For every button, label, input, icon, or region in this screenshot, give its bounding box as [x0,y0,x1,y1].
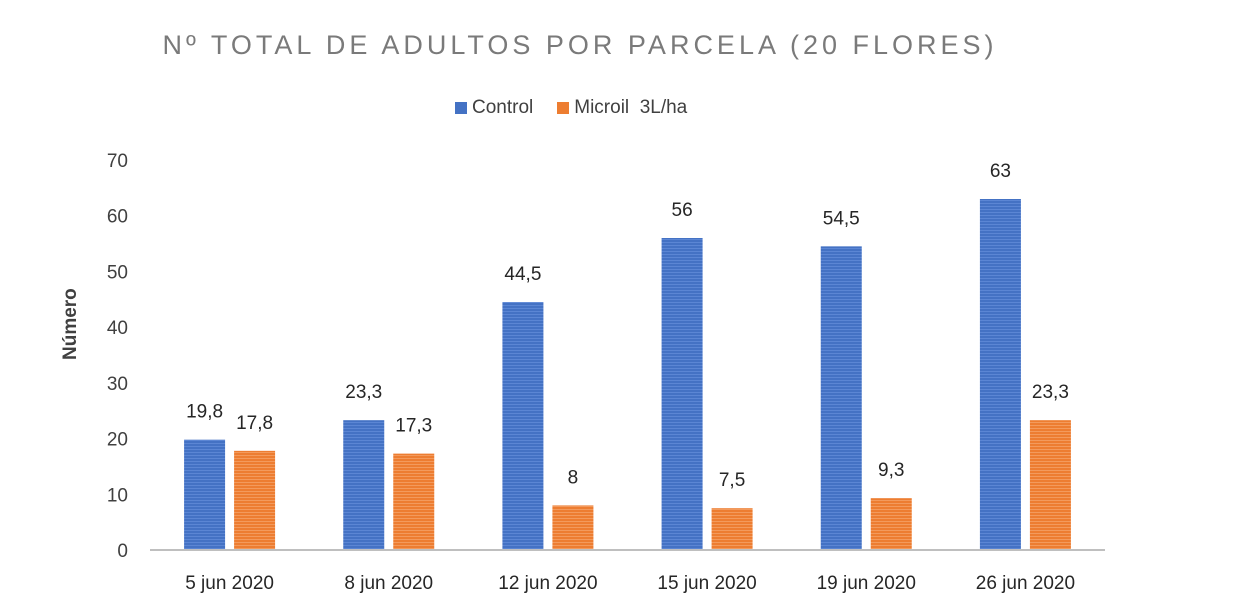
data-label-control: 54,5 [823,208,860,229]
y-tick-label: 10 [107,485,128,506]
legend-swatch-control [455,102,467,114]
data-label-control: 44,5 [504,264,541,285]
x-tick-label: 12 jun 2020 [498,573,597,594]
bar-microil [1029,420,1071,550]
chart-legend: Control Microil 3L/ha [455,96,711,120]
y-tick-label: 30 [107,374,128,395]
legend-swatch-microil [557,102,570,114]
y-tick-label: 20 [107,430,128,451]
data-label-microil: 17,8 [236,413,273,434]
data-label-microil: 23,3 [1032,382,1069,403]
chart-title: Nº TOTAL DE ADULTOS POR PARCELA (20 FLOR… [162,30,998,60]
x-tick-label: 19 jun 2020 [817,573,916,594]
y-tick-label: 60 [107,207,128,228]
bar-microil [711,508,753,550]
bar-control [502,302,544,550]
bar-microil [552,505,594,550]
bar-microil [234,450,276,550]
data-label-microil: 17,3 [395,416,432,437]
bar-microil [393,453,435,550]
y-tick-label: 0 [117,541,128,562]
data-label-control: 63 [990,161,1011,182]
bar-control [661,238,703,550]
bar-control [184,439,226,550]
y-tick-label: 40 [107,318,128,339]
legend-item-microil: Microil 3L/ha [557,97,687,119]
legend-label-control: Control [472,97,534,118]
x-tick-label: 26 jun 2020 [976,573,1075,594]
data-label-control: 23,3 [345,382,382,403]
bar-microil [870,498,912,550]
y-tick-label: 70 [107,151,128,172]
bar-control [979,199,1021,550]
data-label-control: 56 [672,200,693,221]
legend-item-control: Control [455,97,533,119]
y-tick-label: 50 [107,262,128,283]
legend-label-microil: Microil 3L/ha [574,97,688,118]
data-label-microil: 8 [568,467,579,488]
data-label-control: 19,8 [186,402,223,423]
bar-control [343,420,385,550]
x-tick-label: 8 jun 2020 [344,573,433,594]
bar-control [820,246,862,550]
data-label-microil: 7,5 [719,470,745,491]
x-tick-label: 15 jun 2020 [657,573,756,594]
x-tick-label: 5 jun 2020 [185,573,274,594]
data-label-microil: 9,3 [878,460,904,481]
